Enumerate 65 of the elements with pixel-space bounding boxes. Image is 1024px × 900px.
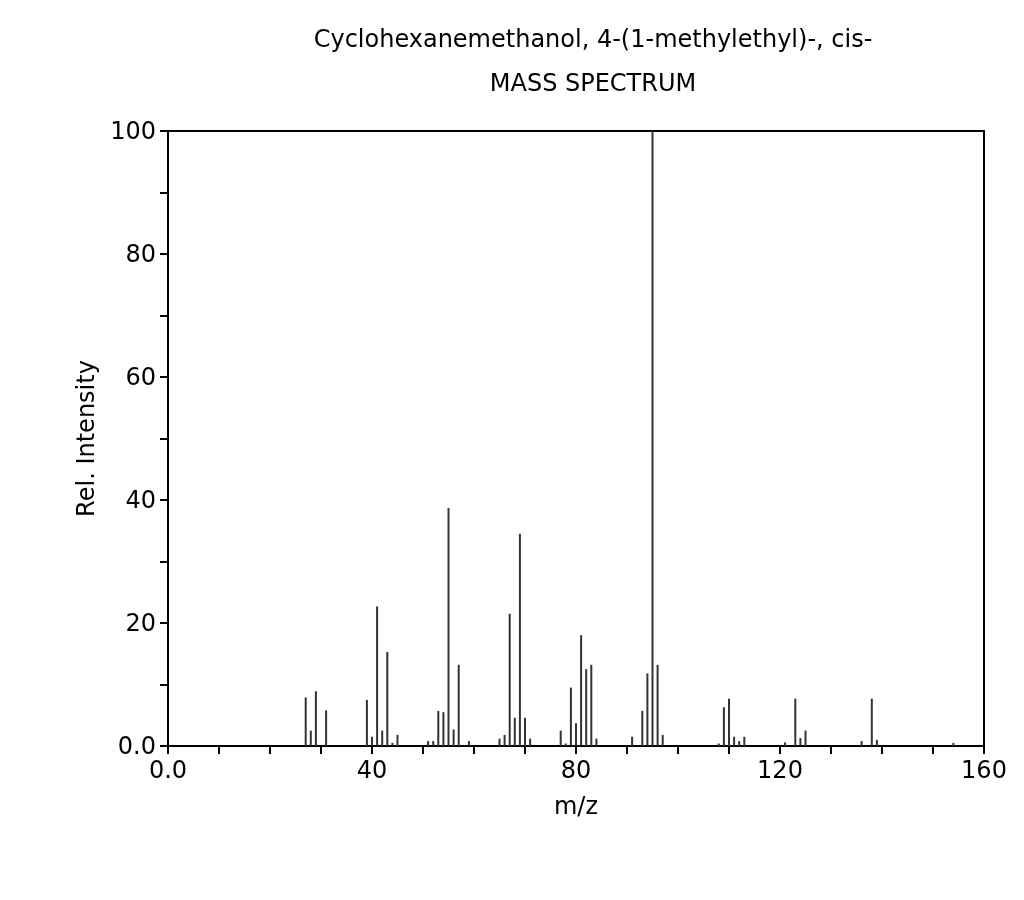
bar (518, 533, 521, 746)
bar (513, 717, 516, 746)
bar (452, 729, 455, 746)
bar (467, 741, 470, 746)
chart-subtitle: MASS SPECTRUM (489, 69, 697, 97)
bar (457, 664, 460, 746)
bar (442, 712, 445, 746)
bar (590, 664, 593, 746)
x-tick-label: 160 (961, 756, 1007, 784)
bar (391, 742, 394, 746)
bar (371, 736, 373, 746)
bar (738, 741, 741, 746)
bar (529, 738, 532, 746)
bar (437, 710, 440, 746)
bar (396, 734, 399, 746)
bar (661, 734, 664, 746)
bar (575, 723, 577, 746)
bar (641, 710, 644, 746)
bar (376, 606, 379, 746)
y-tick-label: 60 (125, 363, 156, 391)
bar (595, 738, 598, 746)
x-tick-label: 120 (757, 756, 803, 784)
y-axis-title: Rel. Intensity (72, 360, 100, 517)
bar (432, 741, 435, 746)
bar (559, 730, 562, 746)
bar (952, 742, 955, 746)
bar (804, 730, 807, 746)
bar (646, 673, 649, 746)
bar (728, 698, 730, 746)
y-tick-label: 40 (125, 486, 156, 514)
bar (309, 730, 312, 746)
bar (722, 707, 725, 746)
bar (580, 635, 583, 746)
bar (784, 742, 787, 746)
bar (427, 741, 430, 746)
bar (314, 691, 317, 746)
x-tick-label: 40 (356, 756, 388, 784)
bar (631, 736, 634, 746)
bar (447, 508, 450, 746)
bar (524, 717, 526, 746)
bar (799, 738, 802, 746)
bar (585, 669, 588, 746)
bar (325, 710, 328, 746)
y-tick-label: 100 (110, 117, 156, 145)
bar (381, 730, 384, 746)
x-tick-label: 80 (560, 756, 592, 784)
bar (794, 698, 797, 746)
bar (875, 739, 878, 746)
bar (743, 736, 746, 746)
bar (503, 734, 506, 746)
bar (860, 741, 863, 746)
bar (733, 736, 736, 746)
y-tick-label: 80 (125, 240, 156, 268)
bar (365, 699, 368, 746)
bar (304, 697, 307, 746)
bar (386, 651, 389, 746)
bar (870, 698, 873, 746)
bar (656, 664, 659, 746)
bar (569, 687, 572, 746)
y-tick-label: 20 (125, 609, 156, 637)
x-axis-title: m/z (553, 792, 599, 820)
bar (508, 613, 511, 746)
chart-title: Cyclohexanemethanol, 4-(1-methylethyl)-, cis- (313, 25, 873, 53)
bar (651, 131, 654, 746)
bar (498, 738, 501, 746)
